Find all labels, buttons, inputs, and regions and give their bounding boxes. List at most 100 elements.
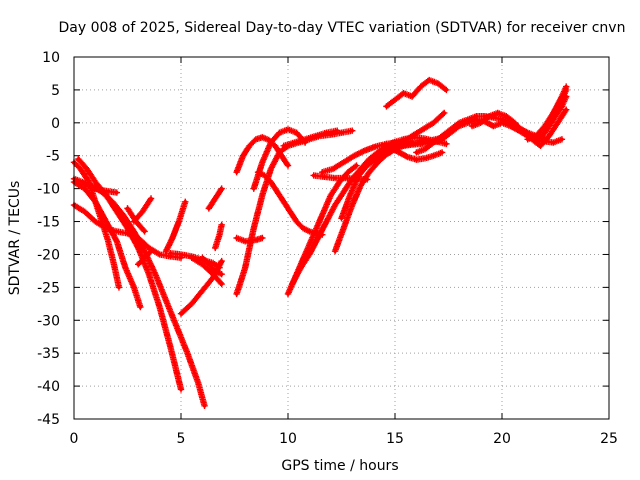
data-point (440, 137, 444, 142)
data-point (149, 196, 153, 201)
data-point (343, 176, 348, 180)
data-point (416, 140, 421, 145)
data-point (303, 140, 307, 145)
x-tick-labels: 0 5 10 15 20 25 (70, 431, 618, 447)
data-point (138, 305, 143, 309)
data-point (183, 200, 188, 204)
data-point (247, 144, 252, 148)
data-point (200, 288, 205, 293)
data-point (219, 186, 224, 191)
data-point (423, 147, 427, 151)
data-point (513, 121, 517, 125)
data-point (104, 219, 108, 224)
data-point (269, 140, 273, 145)
data-point (286, 292, 290, 296)
data-point (292, 140, 297, 145)
data-point (301, 226, 305, 230)
data-point (324, 219, 329, 224)
series-arc-20 (250, 126, 309, 192)
data-point (397, 150, 402, 155)
data-point (427, 78, 432, 82)
data-point (281, 200, 286, 204)
data-point (322, 174, 327, 179)
data-point (168, 251, 173, 255)
data-point (132, 219, 136, 224)
series-arc-22 (280, 127, 341, 150)
data-point (277, 130, 282, 135)
data-point (93, 200, 98, 204)
data-point (207, 206, 211, 211)
data-point (112, 265, 117, 270)
data-point (320, 213, 325, 217)
series-arc-07 (124, 205, 148, 235)
data-point (418, 84, 423, 89)
data-point (457, 121, 462, 125)
data-point (311, 173, 316, 178)
data-point (356, 173, 361, 178)
data-point (294, 219, 299, 224)
data-point (136, 262, 140, 267)
data-point (431, 140, 436, 145)
data-point (121, 213, 126, 217)
data-point (414, 150, 419, 155)
data-point (521, 130, 526, 135)
x-tick-label: 15 (386, 431, 404, 447)
data-point (474, 114, 479, 119)
data-point (333, 176, 337, 180)
series-arc-31 (378, 142, 446, 163)
data-point (202, 404, 207, 408)
data-point (115, 239, 119, 244)
series-arc-14 (199, 254, 225, 278)
data-point (260, 135, 265, 140)
data-point (200, 262, 205, 267)
data-point (100, 190, 104, 194)
data-point (260, 236, 265, 240)
series-arc-32 (383, 76, 450, 110)
data-point (243, 265, 247, 270)
data-point (329, 193, 333, 198)
data-point (241, 153, 245, 158)
y-tick-label: -30 (37, 313, 60, 329)
plot-border (73, 56, 610, 420)
data-point (341, 190, 346, 194)
data-point (142, 249, 147, 253)
data-point (213, 196, 218, 201)
x-tick-label: 25 (600, 431, 618, 447)
data-point (179, 255, 183, 260)
data-point (303, 137, 307, 142)
y-tick-label: -10 (37, 182, 60, 198)
data-point (269, 180, 273, 184)
data-point (115, 229, 119, 234)
data-point (410, 134, 414, 138)
data-point (324, 130, 329, 135)
data-point (348, 193, 352, 198)
data-point (179, 252, 183, 257)
data-point (504, 114, 509, 119)
data-point (294, 130, 299, 135)
data-point (373, 144, 378, 149)
data-point (281, 144, 286, 148)
data-point (286, 163, 290, 168)
data-point (399, 140, 404, 145)
data-point (350, 203, 355, 207)
data-point (500, 121, 504, 125)
data-point (421, 127, 425, 132)
data-point (164, 298, 168, 303)
series-arc-13 (188, 254, 225, 288)
data-point (219, 223, 224, 227)
data-point (333, 249, 337, 253)
data-point (251, 186, 256, 191)
chart-title: Day 008 of 2025, Sidereal Day-to-day VTE… (59, 20, 626, 36)
series-arc-09 (135, 247, 155, 268)
data-point (358, 167, 363, 171)
data-point (333, 203, 337, 207)
data-point (406, 155, 410, 159)
data-point (487, 114, 491, 119)
data-point (431, 121, 436, 125)
data-point (339, 130, 344, 135)
data-point (179, 311, 183, 316)
data-point (465, 117, 470, 122)
data-point (299, 265, 303, 270)
data-point (189, 302, 194, 306)
y-tick-label: -40 (37, 379, 60, 395)
